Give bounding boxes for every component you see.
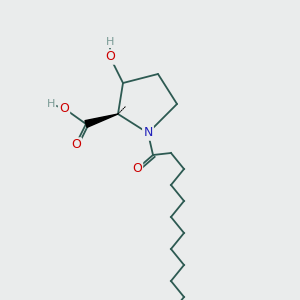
Text: O: O [59, 103, 69, 116]
Text: O: O [132, 161, 142, 175]
Polygon shape [85, 114, 118, 127]
Text: O: O [105, 50, 115, 64]
Text: O: O [71, 139, 81, 152]
Text: H: H [106, 37, 114, 47]
Text: N: N [143, 127, 153, 140]
Text: H: H [47, 99, 55, 109]
